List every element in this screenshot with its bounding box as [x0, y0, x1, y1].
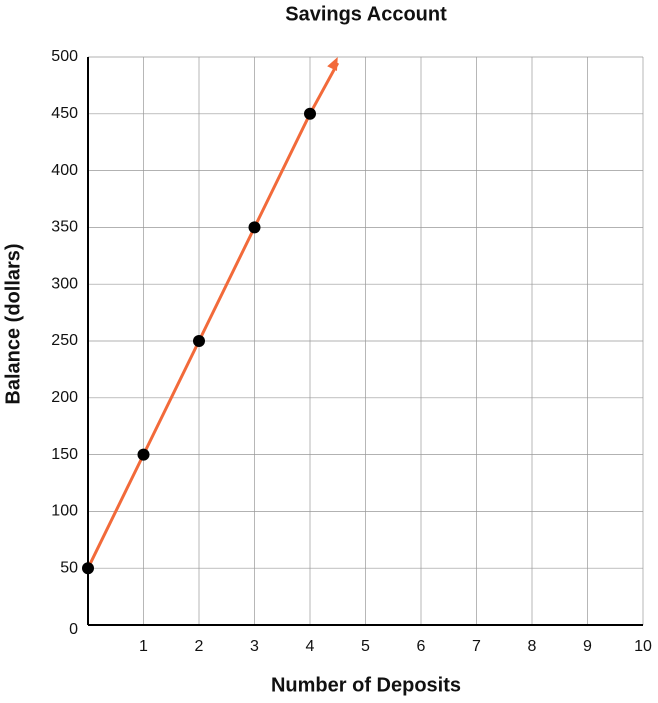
y-tick-label: 100	[51, 503, 78, 520]
arrow-head	[327, 57, 338, 71]
x-tick-label: 1	[139, 638, 148, 655]
x-axis-label: Number of Deposits	[271, 674, 461, 696]
x-tick-label: 2	[195, 638, 204, 655]
x-tick-label: 6	[417, 638, 426, 655]
y-tick-label: 150	[51, 446, 78, 463]
x-tick-label: 9	[583, 638, 592, 655]
y-tick-label: 350	[51, 219, 78, 236]
y-tick-label: 300	[51, 275, 78, 292]
y-tick-label: 200	[51, 389, 78, 406]
y-tick-label: 250	[51, 332, 78, 349]
y-tick-label: 0	[69, 621, 78, 638]
x-tick-label: 4	[306, 638, 315, 655]
x-tick-label: 7	[472, 638, 481, 655]
data-point	[248, 221, 261, 234]
x-tick-label: 8	[528, 638, 537, 655]
y-tick-label: 450	[51, 105, 78, 122]
y-axis-label: Balance (dollars)	[2, 243, 24, 404]
data-point	[82, 562, 94, 575]
data-point	[304, 107, 316, 120]
chart-title: Savings Account	[285, 3, 447, 25]
x-tick-label: 10	[634, 638, 652, 655]
data-point	[193, 335, 205, 347]
data-point	[137, 448, 150, 461]
y-tick-label: 50	[60, 559, 78, 576]
arrow-shaft	[308, 62, 340, 115]
y-tick-label: 400	[51, 162, 78, 179]
x-tick-label: 3	[250, 638, 259, 655]
x-tick-label: 5	[361, 638, 370, 655]
y-tick-label: 500	[51, 48, 78, 65]
